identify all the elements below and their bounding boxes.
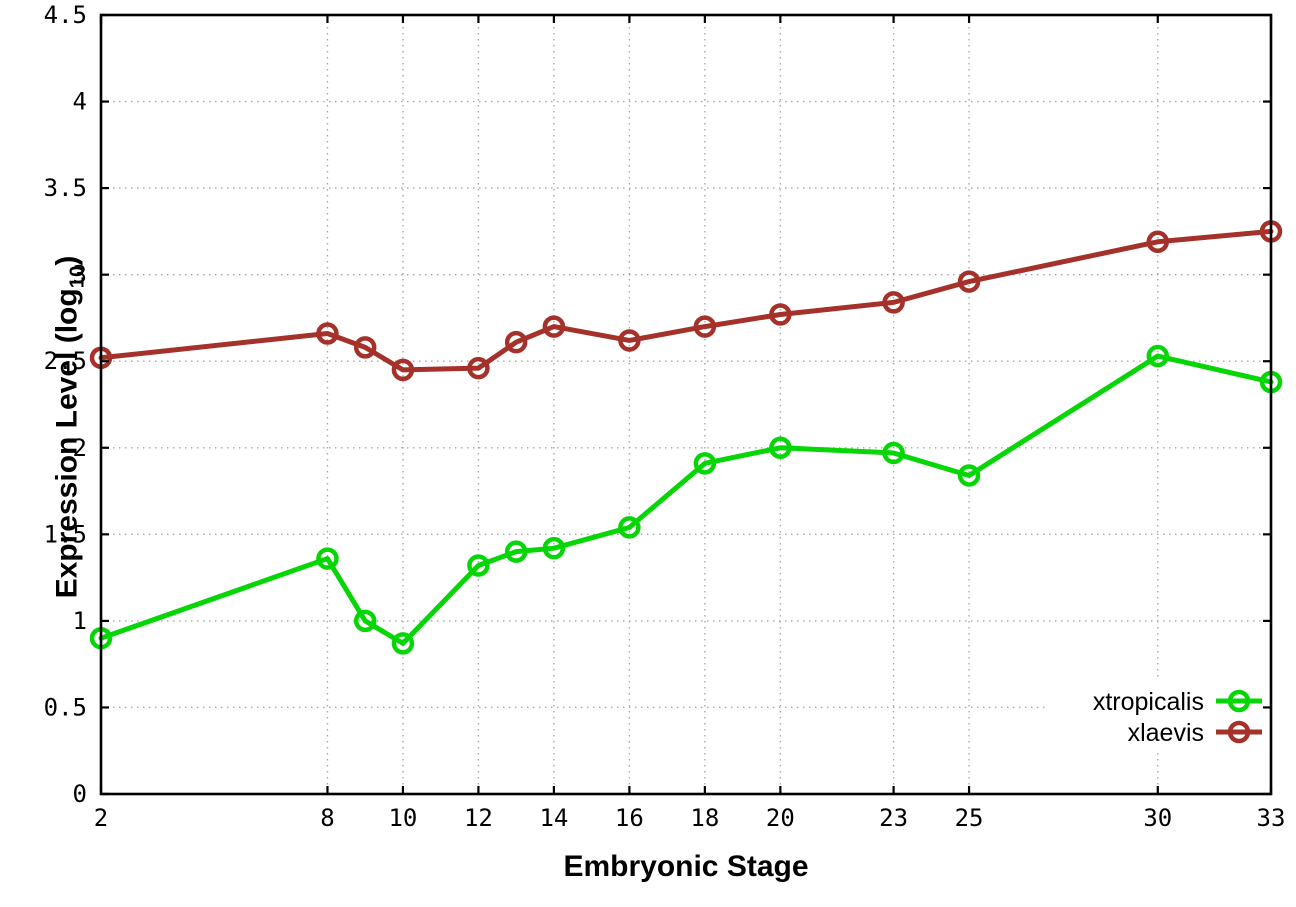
y-tick-label: 4 <box>73 88 87 116</box>
y-tick-label: 2.5 <box>44 347 87 375</box>
data-point-xlaevis <box>957 270 981 293</box>
data-point-xtropicalis <box>542 536 566 560</box>
data-point-xlaevis <box>542 315 566 338</box>
x-tick-label: 2 <box>94 804 108 832</box>
x-tick-label: 33 <box>1257 804 1286 832</box>
data-point-xlaevis <box>618 329 641 352</box>
y-axis-title: Expression Level (log10) <box>51 197 90 657</box>
x-tick-label: 18 <box>690 804 719 832</box>
data-point-xtropicalis <box>353 609 377 633</box>
y-axis-title-subscript: 10 <box>66 265 89 289</box>
y-tick-label: 3 <box>73 261 87 289</box>
series-line-xlaevis <box>98 228 1274 373</box>
data-point-xlaevis <box>693 315 717 338</box>
y-tick-label: 2 <box>73 434 87 462</box>
data-point-xlaevis <box>353 336 377 359</box>
y-tick-label: 0 <box>73 780 87 808</box>
x-tick-label: 25 <box>955 804 984 832</box>
data-point-xtropicalis <box>769 436 792 460</box>
y-axis-title-suffix: ) <box>50 255 84 266</box>
data-point-xlaevis <box>391 358 415 382</box>
y-tick-label: 0.5 <box>44 693 87 721</box>
x-tick-label: 16 <box>615 804 644 832</box>
legend-label-xlaevis: xlaevis <box>1128 719 1204 747</box>
legend-label-xtropicalis: xtropicalis <box>1093 688 1204 716</box>
x-axis-title: Embryonic Stage <box>563 850 809 883</box>
y-tick-label: 1.5 <box>44 520 87 548</box>
data-point-xtropicalis <box>391 632 415 655</box>
data-point-xlaevis <box>316 322 339 345</box>
y-tick-label: 1 <box>73 607 87 635</box>
y-axis-title-text: Expression Level (log <box>50 288 84 599</box>
x-tick-label: 20 <box>766 804 795 832</box>
data-point-xlaevis <box>1146 230 1170 254</box>
data-point-xtropicalis <box>467 554 490 577</box>
x-tick-label: 30 <box>1143 804 1172 832</box>
data-point-xtropicalis <box>504 540 528 563</box>
x-tick-label: 23 <box>879 804 908 832</box>
data-point-xlaevis <box>504 330 528 354</box>
x-tick-label: 12 <box>464 804 493 832</box>
data-point-xtropicalis <box>693 452 717 475</box>
data-point-xtropicalis <box>957 464 981 487</box>
data-point-xtropicalis <box>618 516 641 539</box>
legend-marker-icon <box>1227 720 1251 744</box>
data-point-xlaevis <box>467 356 490 380</box>
x-tick-label: 8 <box>320 804 334 832</box>
legend-marker-icon <box>1227 689 1251 713</box>
x-tick-label: 14 <box>539 804 568 832</box>
x-tick-label: 10 <box>388 804 417 832</box>
y-tick-label: 4.5 <box>44 1 87 29</box>
data-point-xtropicalis <box>1146 344 1170 368</box>
data-point-xtropicalis <box>882 441 905 465</box>
series-line-xtropicalis <box>98 353 1274 646</box>
data-point-xlaevis <box>769 303 792 326</box>
data-point-xlaevis <box>882 291 905 314</box>
axis-border <box>99 13 1273 796</box>
y-tick-label: 3.5 <box>44 174 87 202</box>
data-point-xtropicalis <box>316 547 339 570</box>
